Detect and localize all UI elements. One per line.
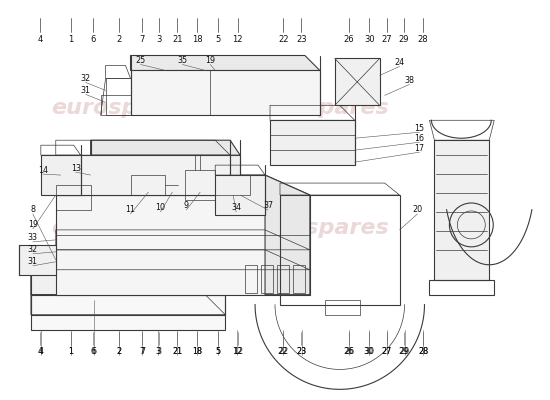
- Text: 33: 33: [28, 233, 38, 242]
- Text: 30: 30: [364, 35, 375, 44]
- Text: 11: 11: [125, 206, 135, 214]
- Text: 20: 20: [412, 206, 422, 214]
- Text: 3: 3: [156, 35, 162, 44]
- Text: 2: 2: [116, 35, 122, 44]
- Polygon shape: [265, 175, 310, 295]
- Text: 8: 8: [30, 206, 35, 214]
- Polygon shape: [130, 56, 320, 70]
- Text: eurospares: eurospares: [249, 98, 389, 118]
- Text: 4: 4: [38, 35, 43, 44]
- Polygon shape: [434, 140, 490, 280]
- Text: 28: 28: [418, 347, 428, 356]
- Bar: [277, 265, 289, 293]
- Text: 17: 17: [415, 144, 425, 153]
- Text: 27: 27: [382, 35, 392, 44]
- Text: 5: 5: [216, 35, 221, 44]
- Text: 18: 18: [192, 347, 202, 356]
- Text: 34: 34: [231, 204, 241, 212]
- Text: 32: 32: [81, 74, 91, 83]
- Text: 21: 21: [172, 347, 183, 356]
- Text: 19: 19: [28, 220, 38, 230]
- Polygon shape: [31, 295, 225, 315]
- Text: 9: 9: [184, 202, 189, 210]
- Text: 23: 23: [296, 35, 306, 44]
- Polygon shape: [56, 155, 230, 195]
- Text: 38: 38: [405, 76, 415, 85]
- Bar: [245, 265, 257, 293]
- Text: 26: 26: [344, 347, 354, 356]
- Text: 32: 32: [28, 245, 38, 254]
- Text: 13: 13: [71, 164, 81, 173]
- Text: 12: 12: [233, 35, 243, 44]
- Text: 1: 1: [68, 347, 73, 356]
- Text: 22: 22: [278, 347, 288, 356]
- Text: 21: 21: [172, 35, 183, 44]
- Text: 26: 26: [344, 347, 354, 356]
- Text: 25: 25: [135, 56, 146, 65]
- Text: 1: 1: [68, 35, 73, 44]
- Text: 12: 12: [232, 347, 242, 356]
- Text: 15: 15: [415, 124, 425, 133]
- Text: 6: 6: [90, 35, 96, 44]
- Text: 22: 22: [278, 35, 288, 44]
- Polygon shape: [130, 70, 320, 115]
- Text: 24: 24: [394, 58, 405, 67]
- Text: eurospares: eurospares: [249, 218, 389, 238]
- Polygon shape: [31, 275, 225, 295]
- Polygon shape: [270, 120, 355, 165]
- Text: 22: 22: [278, 347, 288, 356]
- Text: 5: 5: [216, 347, 221, 356]
- Polygon shape: [56, 195, 310, 295]
- Text: 30: 30: [364, 347, 374, 356]
- Text: 18: 18: [192, 347, 202, 356]
- Text: 27: 27: [382, 347, 392, 356]
- Text: 3: 3: [156, 347, 161, 356]
- Text: 27: 27: [382, 347, 392, 356]
- Text: 23: 23: [297, 347, 307, 356]
- Bar: [293, 265, 305, 293]
- Text: 19: 19: [205, 56, 215, 65]
- Text: 23: 23: [296, 347, 306, 356]
- Polygon shape: [91, 155, 240, 175]
- Polygon shape: [335, 58, 379, 105]
- Text: 2: 2: [116, 347, 122, 356]
- Text: 29: 29: [399, 347, 409, 356]
- Polygon shape: [56, 175, 310, 195]
- Text: 7: 7: [140, 347, 145, 356]
- Text: 3: 3: [156, 347, 161, 356]
- Text: 5: 5: [216, 347, 221, 356]
- Text: 12: 12: [233, 347, 243, 356]
- Text: 7: 7: [140, 347, 145, 356]
- Text: 28: 28: [417, 35, 428, 44]
- Text: 26: 26: [344, 35, 354, 44]
- Text: 29: 29: [399, 347, 410, 356]
- Text: 18: 18: [192, 35, 202, 44]
- Text: eurospares: eurospares: [51, 218, 192, 238]
- Text: 16: 16: [415, 134, 425, 143]
- Text: eurospares: eurospares: [51, 98, 192, 118]
- Text: 4: 4: [39, 347, 43, 356]
- Text: 6: 6: [91, 347, 96, 356]
- Text: 21: 21: [172, 347, 183, 356]
- Polygon shape: [41, 155, 81, 195]
- Text: 4: 4: [38, 347, 43, 356]
- Text: 31: 31: [28, 257, 38, 266]
- Text: 31: 31: [81, 86, 91, 95]
- Polygon shape: [19, 245, 56, 275]
- Bar: [261, 265, 273, 293]
- Text: 14: 14: [38, 166, 48, 175]
- Text: 10: 10: [156, 204, 166, 212]
- Text: 2: 2: [116, 347, 121, 356]
- Text: 37: 37: [263, 202, 273, 210]
- Text: 35: 35: [177, 56, 188, 65]
- Text: 1: 1: [68, 347, 73, 356]
- Text: 28: 28: [419, 347, 428, 356]
- Polygon shape: [91, 140, 240, 155]
- Text: 6: 6: [91, 347, 96, 356]
- Text: 30: 30: [364, 347, 373, 356]
- Polygon shape: [31, 315, 225, 330]
- Polygon shape: [215, 175, 265, 215]
- Text: 29: 29: [399, 35, 409, 44]
- Text: 7: 7: [140, 35, 145, 44]
